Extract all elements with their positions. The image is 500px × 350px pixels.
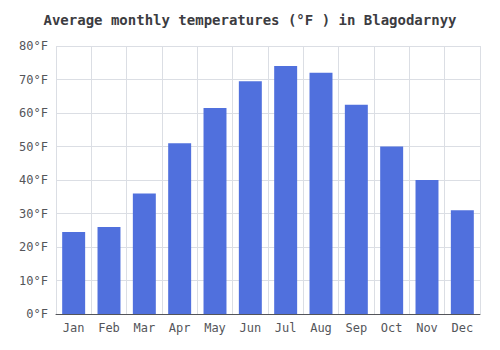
- svg-text:Sep: Sep: [345, 321, 367, 335]
- svg-text:20°F: 20°F: [19, 240, 48, 254]
- svg-text:Apr: Apr: [169, 321, 191, 335]
- svg-text:Nov: Nov: [416, 321, 438, 335]
- svg-text:Aug: Aug: [310, 321, 332, 335]
- svg-text:Jan: Jan: [63, 321, 85, 335]
- svg-text:Mar: Mar: [133, 321, 155, 335]
- svg-text:80°F: 80°F: [19, 39, 48, 53]
- svg-text:10°F: 10°F: [19, 274, 48, 288]
- svg-text:0°F: 0°F: [26, 307, 48, 321]
- svg-text:Average monthly temperatures (: Average monthly temperatures (°F ) in Bl…: [43, 12, 457, 28]
- svg-text:Feb: Feb: [98, 321, 120, 335]
- svg-text:May: May: [204, 321, 226, 335]
- svg-text:70°F: 70°F: [19, 73, 48, 87]
- svg-text:60°F: 60°F: [19, 106, 48, 120]
- svg-text:Jun: Jun: [239, 321, 261, 335]
- svg-text:Dec: Dec: [451, 321, 473, 335]
- svg-text:Jul: Jul: [275, 321, 297, 335]
- svg-text:40°F: 40°F: [19, 173, 48, 187]
- svg-text:Oct: Oct: [381, 321, 403, 335]
- svg-text:50°F: 50°F: [19, 140, 48, 154]
- svg-text:30°F: 30°F: [19, 207, 48, 221]
